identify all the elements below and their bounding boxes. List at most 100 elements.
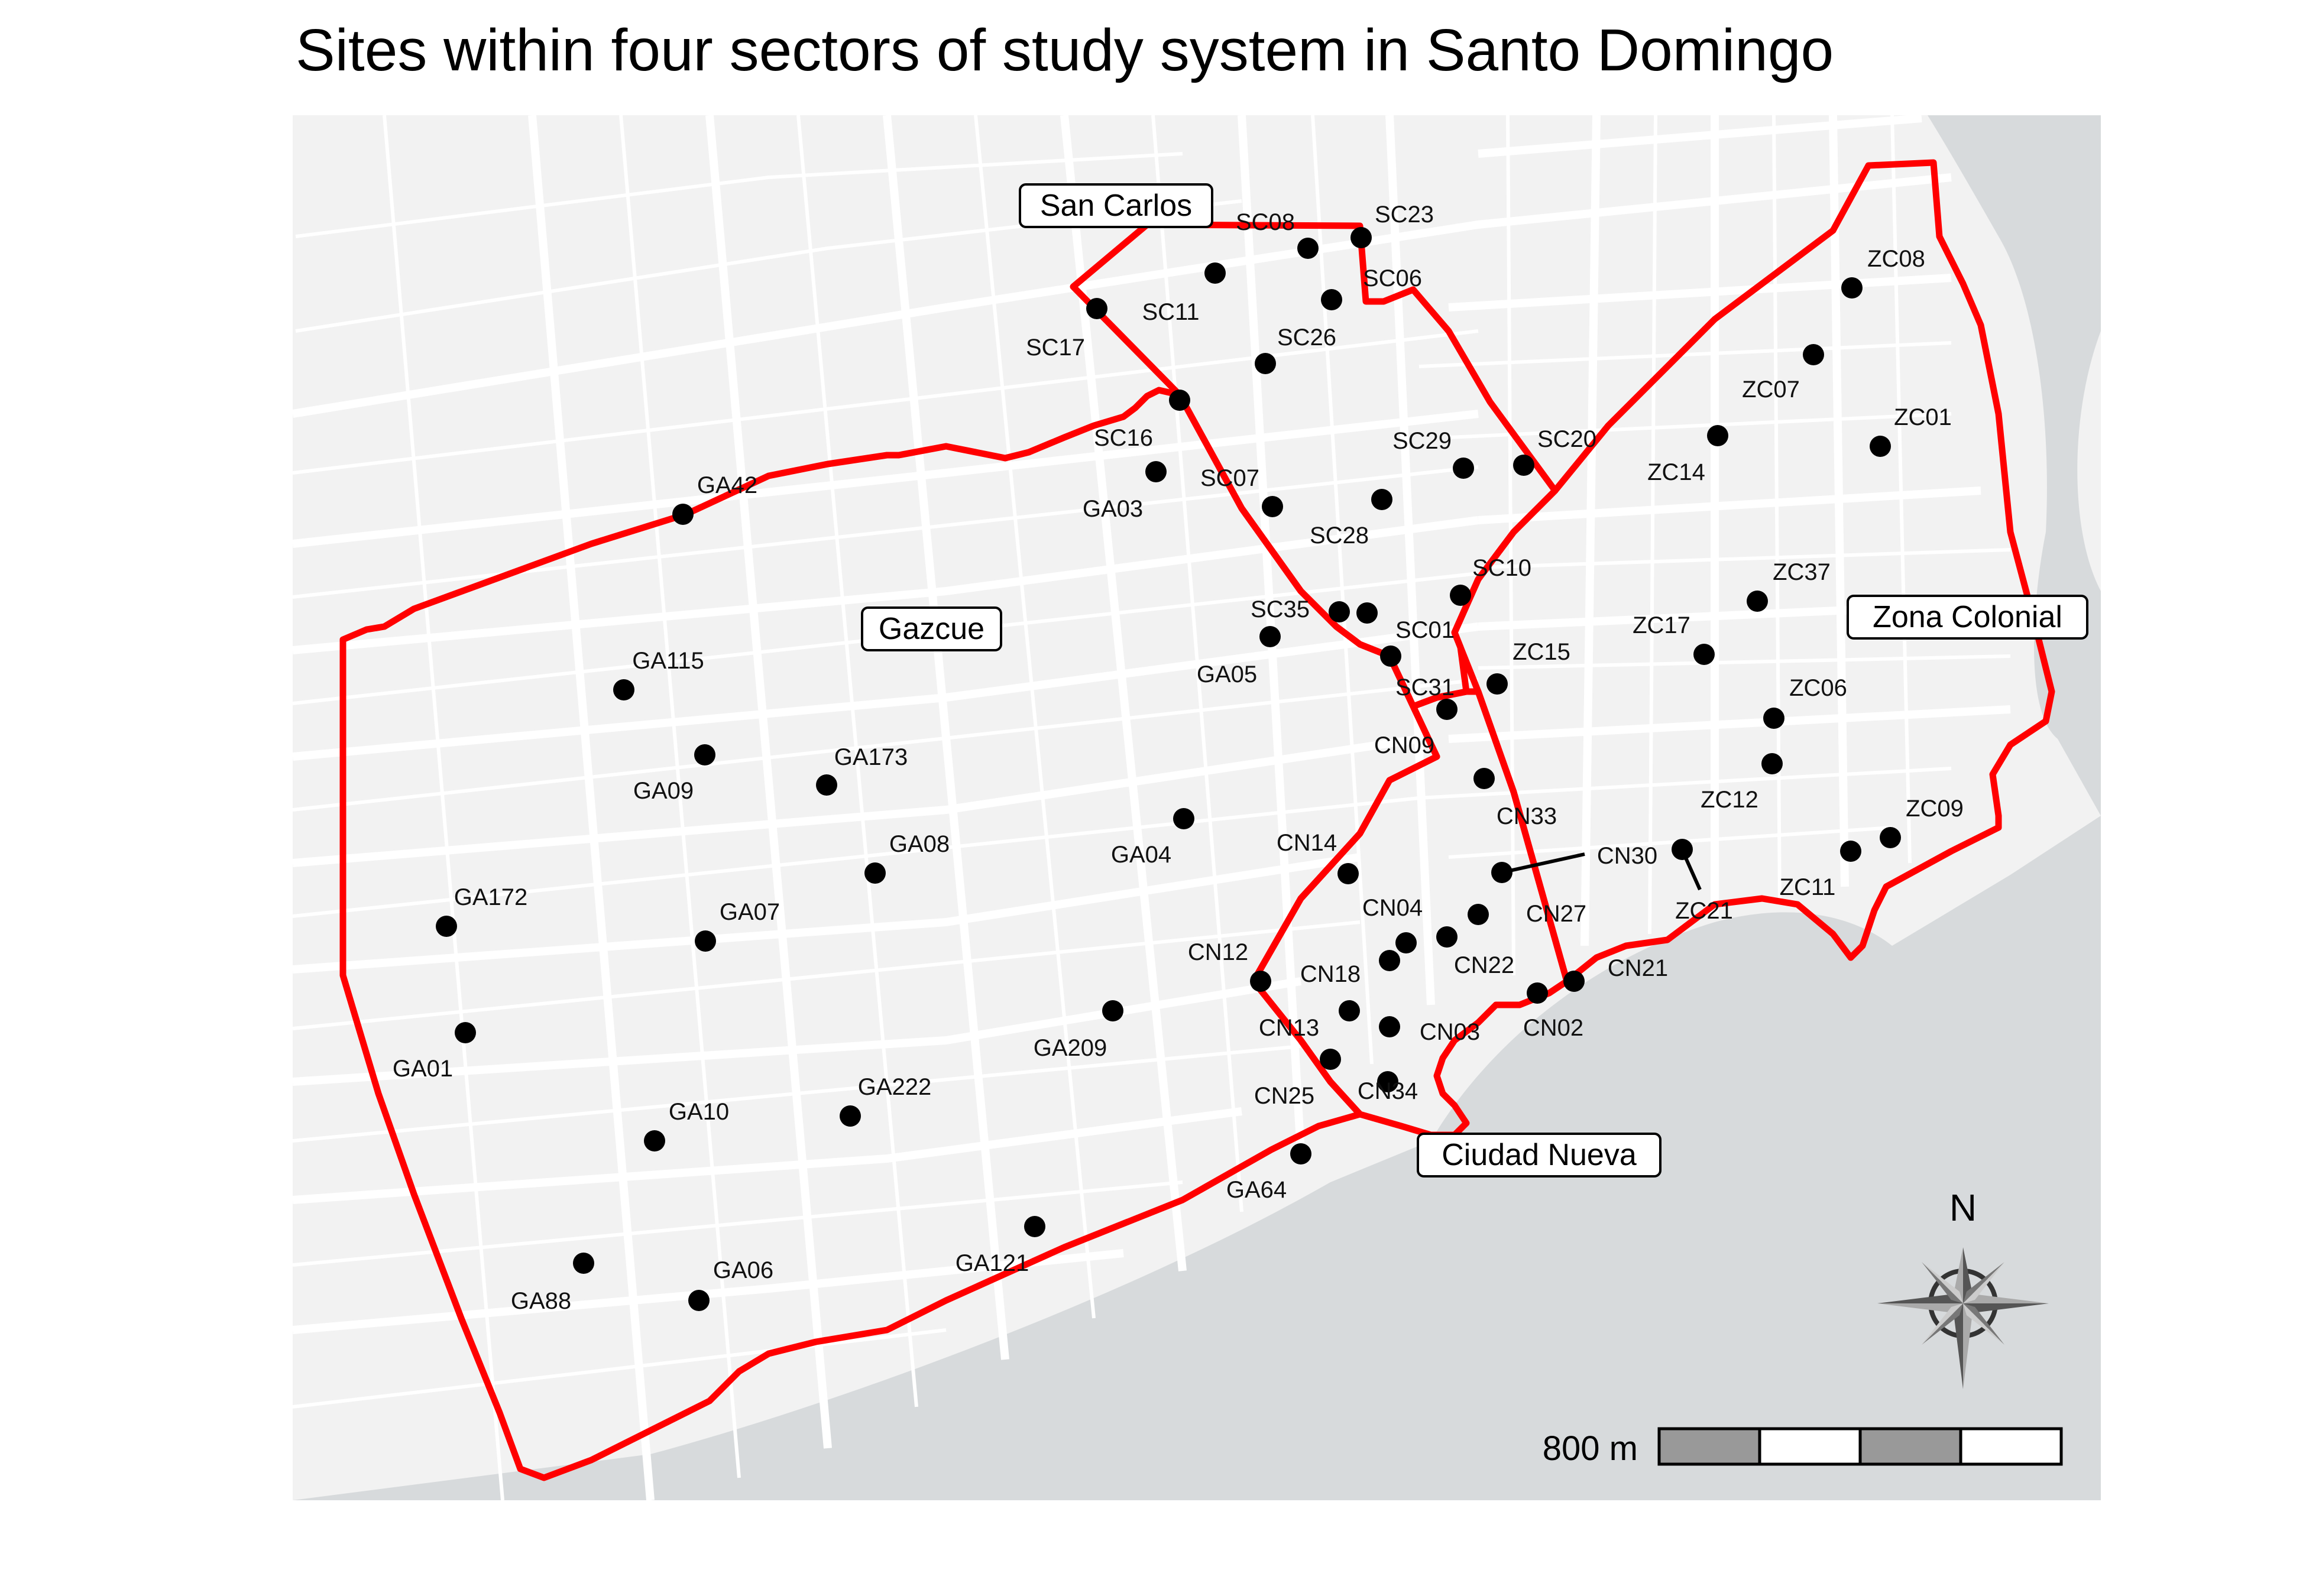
site-label: SC11 [1142,299,1199,325]
scale-bar-label: 800 m [1543,1429,1638,1468]
site-label: SC29 [1392,428,1452,454]
site-point [1450,585,1471,606]
site-label: GA88 [511,1288,571,1314]
site-label: GA173 [834,744,908,770]
sector-label-text: Gazcue [879,612,984,646]
site-point [1880,827,1901,848]
compass-rose-icon [1877,1247,2049,1389]
site-label: SC08 [1236,209,1295,235]
site-sc28: SC28 [1310,489,1392,549]
site-cn13: CN13 [1259,1000,1360,1041]
site-label: GA04 [1111,842,1171,868]
site-sc06: SC06 [1321,265,1422,310]
site-label: SC07 [1200,465,1259,491]
site-label: CN13 [1259,1015,1319,1041]
site-label: SC20 [1537,426,1596,452]
site-point [1297,238,1319,259]
site-point [1761,753,1783,774]
site-point [1204,262,1226,284]
site-sc16: SC16 [1094,390,1190,451]
site-label: ZC17 [1633,612,1690,638]
site-point [1024,1216,1045,1237]
site-label: CN14 [1277,830,1337,856]
site-point [1436,699,1458,720]
site-zc21: ZC21 [1672,839,1733,924]
site-point [1707,425,1728,446]
site-cn12: CN12 [1188,939,1271,992]
site-point [688,1290,710,1311]
site-label: ZC09 [1906,796,1964,822]
site-label: GA03 [1083,496,1143,522]
site-label: SC23 [1375,202,1434,228]
site-cn02: CN02 [1523,982,1583,1041]
scale-segment-2 [1758,1427,1862,1466]
site-cn21: CN21 [1563,955,1668,992]
site-label: ZC12 [1701,787,1758,813]
site-point [1473,768,1495,789]
site-label: CN25 [1254,1083,1314,1109]
site-label: SC35 [1251,596,1310,622]
scale-segment-1 [1657,1427,1761,1466]
site-point [1491,862,1512,883]
site-label: GA07 [720,899,780,925]
site-label: SC06 [1363,265,1422,291]
site-label: ZC14 [1647,459,1705,485]
north-label: N [1949,1186,1977,1229]
site-sc17: SC17 [1026,298,1107,361]
site-point [1693,644,1715,665]
site-cn30: CN30 [1491,843,1657,883]
site-cn18: CN18 [1300,950,1400,987]
map-title: Sites within four sectors of study syste… [296,17,1834,83]
site-sc29: SC29 [1392,428,1474,479]
site-zc09: ZC09 [1880,796,1964,848]
site-label: CN21 [1608,955,1668,981]
site-ga64: GA64 [1226,1143,1311,1203]
site-cn25: CN25 [1254,1049,1341,1109]
site-ga121: GA121 [956,1216,1045,1276]
site-label: GA08 [889,831,950,857]
site-point [1377,1071,1398,1092]
site-label: GA64 [1226,1177,1287,1203]
site-label: SC17 [1026,335,1085,361]
site-label: ZC37 [1773,559,1831,585]
site-label: CN30 [1597,843,1657,869]
site-point [1339,1000,1360,1021]
far-bank [2077,331,2101,591]
site-ga88: GA88 [511,1253,594,1314]
site-label: SC26 [1277,325,1336,351]
site-label: CN12 [1188,939,1248,965]
site-point [1563,971,1585,992]
sector-label-box [1019,183,1213,228]
site-point [573,1253,594,1274]
sector-label-text: San Carlos [1040,189,1192,223]
sector-label-box [1417,1133,1662,1177]
site-point [1841,277,1863,299]
sector-label-san-carlos: San Carlos [1019,183,1213,228]
site-sc11: SC11 [1142,262,1226,325]
site-zc07: ZC07 [1742,344,1824,403]
site-label: CN34 [1358,1078,1418,1104]
site-label: CN27 [1526,901,1586,927]
sector-label-ciudad-nueva: Ciudad Nueva [1417,1133,1662,1177]
site-sc31: SC31 [1380,645,1455,700]
site-point [613,679,634,700]
site-zc08: ZC08 [1841,246,1925,299]
site-point [694,744,715,765]
site-zc12: ZC12 [1701,753,1783,813]
site-label: GA06 [713,1257,773,1283]
site-ga172: GA172 [436,884,527,937]
site-point [864,862,886,884]
site-label: GA115 [632,648,704,674]
sites-layer: SC08 SC23 SC11 SC06 SC17 SC26 SC16 SC29 SC20 SC07… [393,202,1964,1314]
site-label: SC10 [1472,555,1531,581]
site-sc07: SC07 [1200,465,1283,517]
site-point [1840,841,1861,862]
site-label: SC16 [1094,425,1153,451]
site-point [1371,489,1392,510]
site-label: SC31 [1395,674,1455,700]
site-label: ZC11 [1780,874,1836,900]
site-label: GA05 [1197,661,1257,687]
site-point [1763,708,1784,729]
site-ga07: GA07 [695,899,780,952]
site-ga04: GA04 [1111,808,1194,868]
